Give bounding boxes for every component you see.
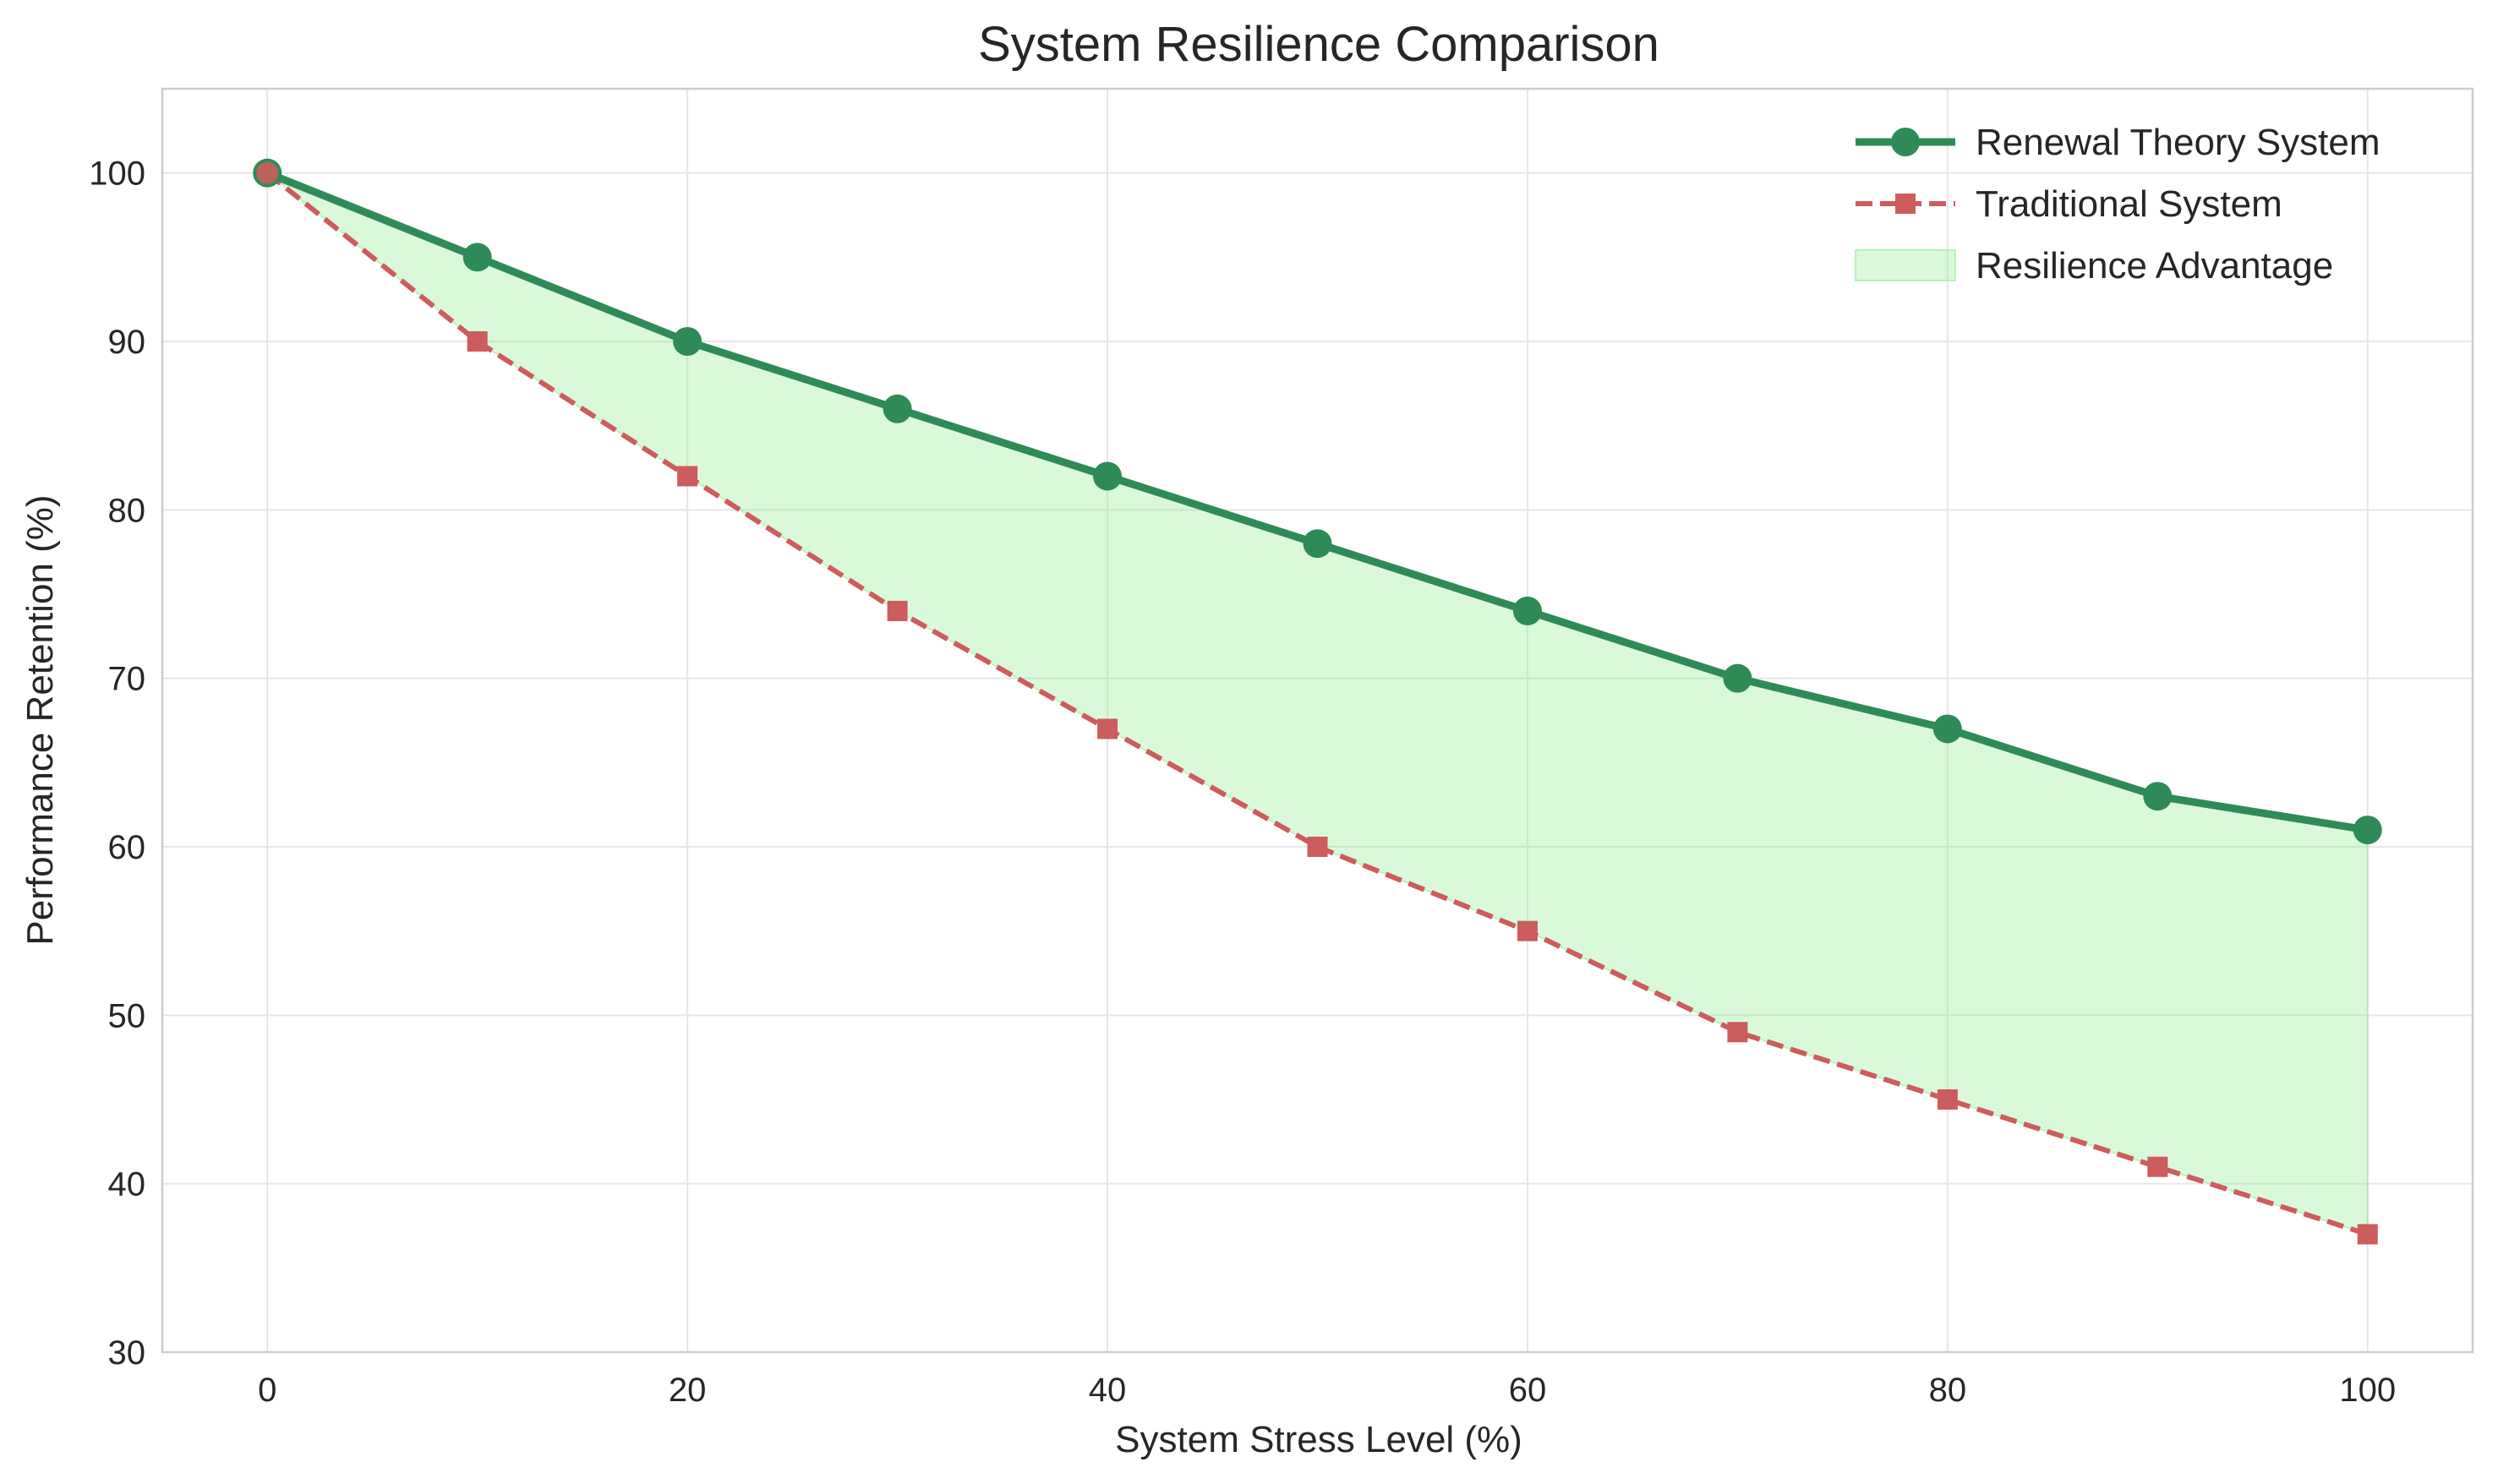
x-axis-label: System Stress Level (%) [1115, 1419, 1522, 1460]
y-tick-label: 70 [108, 661, 146, 698]
renewal-theory-system-point [673, 327, 702, 356]
legend-traditional-label: Traditional System [1976, 183, 2282, 225]
traditional-system-point [677, 466, 698, 487]
legend-advantage-label: Resilience Advantage [1976, 245, 2333, 286]
traditional-system-point [1517, 920, 1538, 941]
tick-layer: 0 20 40 60 80 100 30 40 50 60 70 80 90 100 [89, 155, 2396, 1409]
series-layer [253, 158, 2382, 1245]
x-tick-label: 100 [2339, 1372, 2396, 1409]
renewal-theory-system-point [1932, 714, 1962, 744]
y-tick-label: 50 [108, 997, 146, 1034]
y-tick-label: 90 [108, 324, 146, 361]
x-tick-label: 80 [1929, 1372, 1967, 1409]
renewal-theory-system-point [2143, 782, 2173, 811]
traditional-system-point [1937, 1089, 1958, 1110]
y-tick-label: 40 [108, 1166, 146, 1203]
y-tick-label: 80 [108, 492, 146, 529]
x-tick-label: 40 [1089, 1372, 1127, 1409]
traditional-system-point [2357, 1224, 2378, 1245]
legend-advantage-swatch [1855, 249, 1956, 281]
y-axis-label: Performance Retention (%) [19, 494, 61, 945]
traditional-system-point [1307, 837, 1328, 857]
legend: Renewal Theory System Traditional System R… [1855, 122, 2380, 286]
legend-traditional-marker [1895, 194, 1916, 214]
renewal-theory-system-point [1723, 663, 1752, 693]
traditional-system-point [1097, 718, 1118, 739]
y-tick-label: 30 [108, 1334, 146, 1372]
chart-title: System Resilience Comparison [978, 17, 1659, 72]
renewal-theory-system-point [883, 394, 912, 423]
x-tick-label: 0 [258, 1372, 276, 1409]
y-tick-label: 60 [108, 829, 146, 866]
traditional-system-point [2147, 1156, 2168, 1177]
legend-renewal-marker [1891, 128, 1920, 156]
plot-frame [161, 87, 2474, 1354]
renewal-theory-system-point [1512, 596, 1542, 625]
traditional-system-point [467, 331, 488, 352]
y-tick-label: 100 [89, 155, 145, 193]
traditional-system-point [256, 161, 279, 184]
traditional-system-point [887, 600, 908, 621]
x-tick-label: 60 [1509, 1372, 1547, 1409]
renewal-theory-system-point [1093, 461, 1123, 491]
renewal-theory-system-point [2353, 816, 2382, 845]
renewal-theory-system-point [462, 243, 492, 272]
renewal-theory-system-point [1303, 529, 1332, 559]
x-tick-label: 20 [669, 1372, 707, 1409]
legend-renewal-label: Renewal Theory System [1976, 122, 2380, 163]
traditional-system-point [1727, 1022, 1748, 1043]
